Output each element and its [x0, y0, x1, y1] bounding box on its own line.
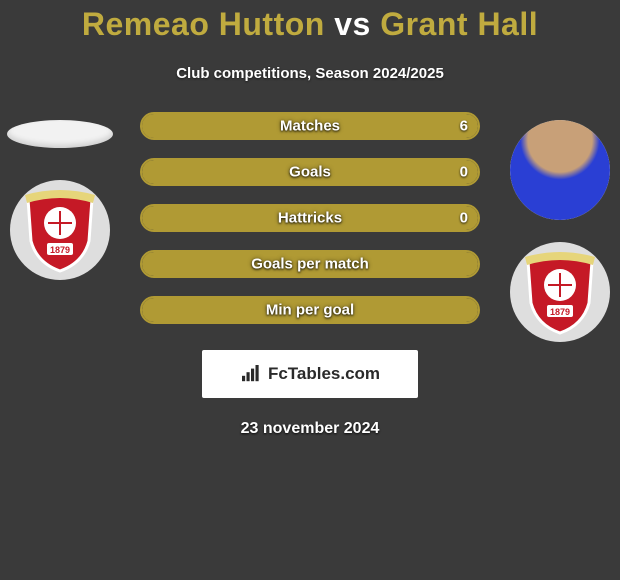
stat-bar-label: Min per goal [142, 302, 478, 319]
branding: FcTables.com [202, 350, 418, 398]
stat-bar-value-right: 6 [460, 118, 468, 135]
player2-avatars: 1879 [500, 116, 620, 342]
subtitle: Club competitions, Season 2024/2025 [0, 65, 620, 82]
stat-bar: Goals0 [140, 158, 480, 186]
player2-photo [510, 120, 610, 220]
stat-bar-label: Matches [142, 118, 478, 135]
comparison-title: Remeao Hutton vs Grant Hall [0, 0, 620, 43]
club-crest-icon: 1879 [23, 187, 97, 273]
player1-club-crest: 1879 [10, 180, 110, 280]
stat-bar-label: Goals [142, 164, 478, 181]
stat-bar: Hattricks0 [140, 204, 480, 232]
date-label: 23 november 2024 [0, 420, 620, 438]
stat-bar-label: Goals per match [142, 256, 478, 273]
bar-chart-icon [240, 365, 262, 383]
stat-bar: Matches6 [140, 112, 480, 140]
club-crest-icon: 1879 [523, 249, 597, 335]
svg-text:1879: 1879 [550, 307, 570, 317]
player1-name: Remeao Hutton [82, 6, 325, 42]
comparison-arena: 1879 1879 Matches6Goals0Hattricks0Goals … [0, 112, 620, 342]
stat-bar-label: Hattricks [142, 210, 478, 227]
player2-name: Grant Hall [380, 6, 538, 42]
vs-separator: vs [334, 6, 371, 42]
svg-text:1879: 1879 [50, 245, 70, 255]
player1-avatars: 1879 [0, 116, 120, 280]
player2-club-crest: 1879 [510, 242, 610, 342]
branding-text: FcTables.com [268, 364, 380, 384]
stat-bars: Matches6Goals0Hattricks0Goals per matchM… [140, 112, 480, 342]
player-photo-icon [510, 120, 610, 220]
stat-bar-value-right: 0 [460, 210, 468, 227]
stat-bar: Min per goal [140, 296, 480, 324]
player1-photo-placeholder [7, 120, 113, 148]
stat-bar-value-right: 0 [460, 164, 468, 181]
stat-bar: Goals per match [140, 250, 480, 278]
